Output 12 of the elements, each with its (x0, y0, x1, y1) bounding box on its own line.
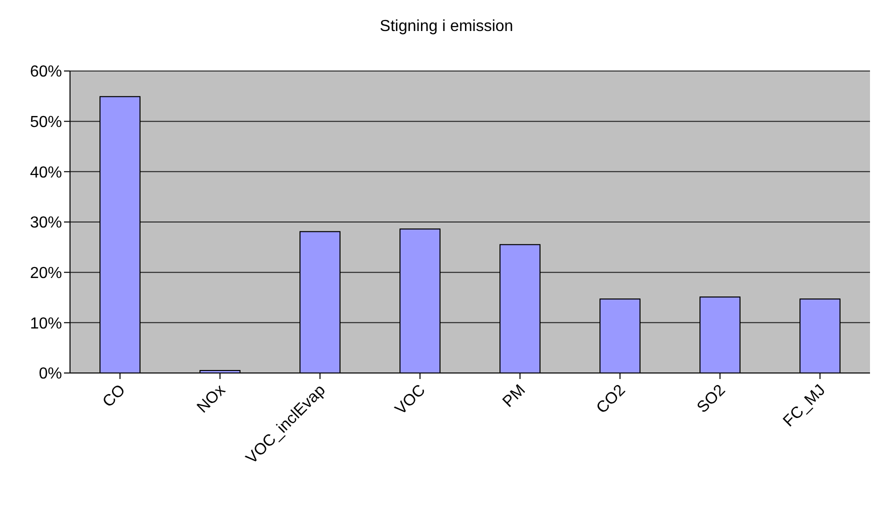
y-tick-label: 40% (30, 164, 62, 182)
x-tick-label: CO2 (594, 382, 629, 418)
y-tick-label: 50% (30, 114, 62, 132)
x-tick-label: PM (500, 382, 529, 411)
y-tick-label: 0% (38, 366, 62, 383)
x-tick-label: CO (100, 382, 129, 411)
x-tick-label: SO2 (694, 382, 729, 416)
y-tick-label: 60% (30, 64, 62, 81)
y-tick-label: 10% (30, 315, 62, 332)
y-tick-label: 30% (30, 214, 62, 232)
chart-title: Stigning i emission (378, 18, 514, 36)
y-tick-label: 20% (30, 265, 62, 282)
